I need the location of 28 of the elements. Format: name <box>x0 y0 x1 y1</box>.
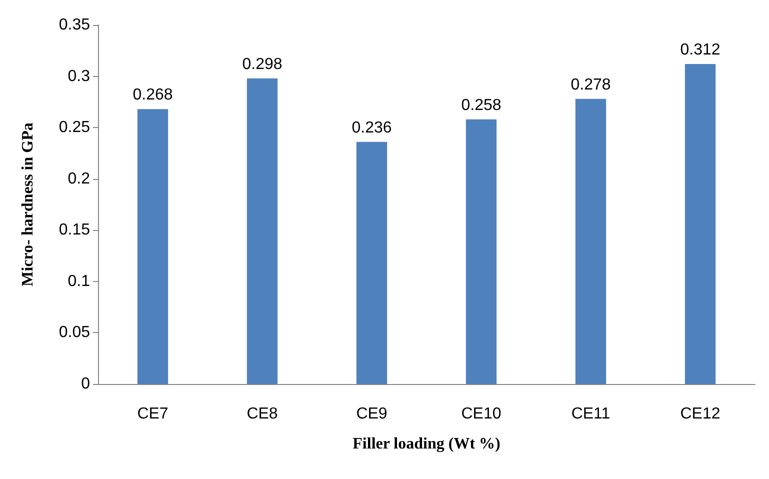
x-tick-label: CE9 <box>356 406 388 422</box>
bar <box>684 64 716 384</box>
data-label: 0.312 <box>680 41 720 58</box>
y-tick-label: 0.1 <box>68 272 90 290</box>
y-tick-label: 0.05 <box>58 324 90 342</box>
bar <box>246 78 278 384</box>
bar <box>356 142 388 384</box>
y-tick-label: 0.25 <box>58 119 90 136</box>
x-tick-label: CE11 <box>571 406 610 422</box>
y-tick-label: 0.3 <box>68 68 90 85</box>
data-label: 0.278 <box>570 76 611 94</box>
y-tick-label: 0 <box>81 376 90 392</box>
y-axis-title: Micro- hardness in GPa <box>20 122 36 286</box>
data-label: 0.268 <box>132 86 173 104</box>
bar <box>137 109 168 384</box>
y-tick-label: 0.35 <box>58 16 90 34</box>
x-axis-title: Filler loading (Wt %) <box>352 436 500 452</box>
bar <box>466 119 497 384</box>
data-label: 0.258 <box>461 96 502 114</box>
data-label: 0.298 <box>242 56 282 73</box>
y-tick-label: 0.15 <box>58 222 90 239</box>
data-label: 0.236 <box>352 119 392 136</box>
bar <box>575 98 606 384</box>
x-tick-label: CE8 <box>246 406 278 422</box>
x-tick-label: CE10 <box>461 406 502 422</box>
x-tick-label: CE12 <box>680 406 720 422</box>
x-tick-label: CE7 <box>137 406 168 422</box>
y-tick-label: 0.2 <box>68 170 90 188</box>
